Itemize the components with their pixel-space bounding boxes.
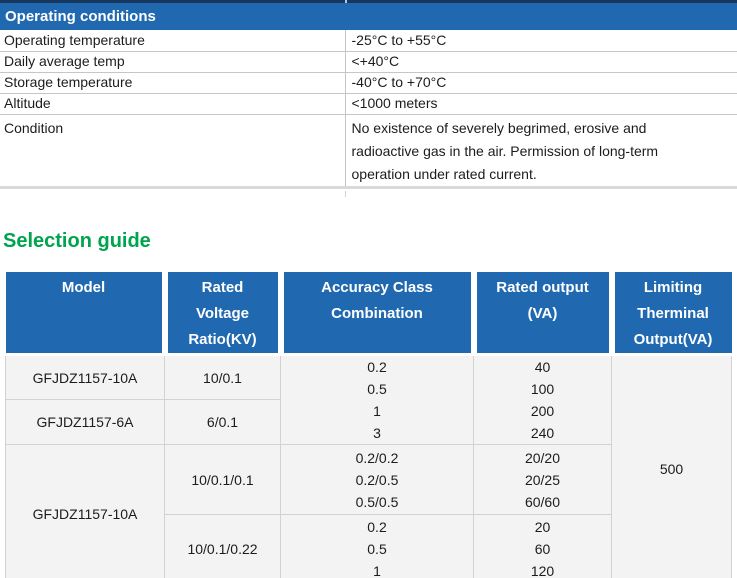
row-value: <+40°C bbox=[344, 51, 737, 73]
model-cell: GFJDZ1157-10A bbox=[5, 354, 165, 400]
row-value: -25°C to +55°C bbox=[344, 30, 737, 52]
column-header-rated-voltage-ratio: Rated Voltage Ratio(KV) bbox=[161, 272, 281, 356]
row-value: No existence of severely begrimed, erosi… bbox=[344, 114, 737, 189]
voltage-ratio-cell: 10/0.1/0.1 bbox=[164, 444, 281, 515]
model-cell: GFJDZ1157-6A bbox=[5, 399, 165, 445]
table-row: Altitude <1000 meters bbox=[0, 93, 737, 115]
row-value: -40°C to +70°C bbox=[344, 72, 737, 94]
column-header-rated-output: Rated output (VA) bbox=[470, 272, 612, 356]
accuracy-cell: 0.2 0.5 1 3 bbox=[280, 354, 474, 445]
table-row: Operating temperature -25°C to +55°C bbox=[0, 30, 737, 52]
output-cell: 40 100 200 240 bbox=[473, 354, 612, 445]
operating-conditions-header-row: Operating conditions bbox=[0, 3, 737, 30]
operating-conditions-table: Operating conditions Operating temperatu… bbox=[0, 3, 737, 189]
top-border-line bbox=[0, 0, 737, 3]
row-label: Altitude bbox=[0, 93, 345, 115]
table-row: 10/0.1/0.22 0.2 0.5 1 20 60 120 bbox=[6, 514, 732, 578]
column-divider-artifact-bottom bbox=[345, 191, 346, 197]
column-header-accuracy-class: Accuracy Class Combination bbox=[277, 272, 474, 356]
output-cell: 20/20 20/25 60/60 bbox=[473, 444, 612, 515]
voltage-ratio-cell: 6/0.1 bbox=[164, 399, 281, 445]
row-label: Storage temperature bbox=[0, 72, 345, 94]
table-row: Daily average temp <+40°C bbox=[0, 51, 737, 73]
limiting-output-cell: 500 bbox=[611, 354, 732, 578]
voltage-ratio-cell: 10/0.1/0.22 bbox=[164, 514, 281, 578]
row-label: Daily average temp bbox=[0, 51, 345, 73]
column-divider-artifact-top bbox=[345, 0, 347, 3]
header-row: Model Rated Voltage Ratio(KV) Accuracy C… bbox=[5, 272, 732, 356]
accuracy-cell: 0.2/0.2 0.2/0.5 0.5/0.5 bbox=[280, 444, 474, 515]
operating-conditions-title: Operating conditions bbox=[0, 3, 737, 30]
table-row: Condition No existence of severely begri… bbox=[0, 114, 737, 189]
accuracy-cell: 0.2 0.5 1 bbox=[280, 514, 474, 578]
selection-guide-heading: Selection guide bbox=[3, 230, 151, 252]
column-header-model: Model bbox=[5, 272, 165, 356]
model-cell: GFJDZ1157-10A bbox=[5, 444, 165, 578]
column-header-limiting-terminal-output: Limiting Therminal Output(VA) bbox=[608, 272, 732, 356]
table-row: Storage temperature -40°C to +70°C bbox=[0, 72, 737, 94]
row-value: <1000 meters bbox=[344, 93, 737, 115]
selection-guide-table: Model Rated Voltage Ratio(KV) Accuracy C… bbox=[5, 272, 732, 578]
row-label: Condition bbox=[0, 114, 345, 189]
output-cell: 20 60 120 bbox=[473, 514, 612, 578]
table-row: GFJDZ1157-10A 10/0.1 0.2 0.5 1 3 40 100 … bbox=[5, 354, 732, 578]
table-row: GFJDZ1157-10A 10/0.1/0.1 0.2/0.2 0.2/0.5… bbox=[5, 444, 732, 578]
voltage-ratio-cell: 10/0.1 bbox=[164, 354, 281, 400]
row-label: Operating temperature bbox=[0, 30, 345, 52]
